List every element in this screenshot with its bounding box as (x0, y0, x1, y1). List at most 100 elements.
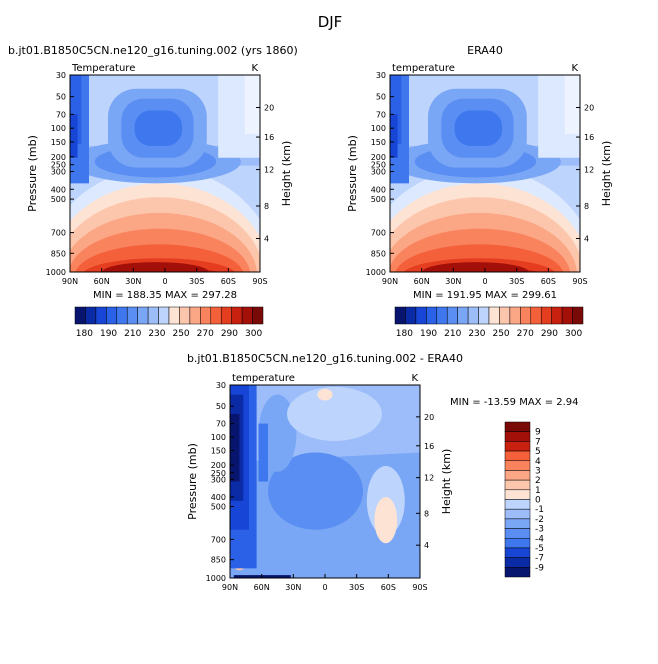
y-tick-label: 400 (51, 185, 66, 194)
y-tick-label: 150 (51, 138, 66, 147)
colorbar-label: 180 (396, 329, 413, 339)
y-tick-label: 150 (211, 447, 226, 456)
colorbar-label: -1 (535, 505, 544, 515)
height-tick-label: 12 (584, 166, 594, 175)
y-tick-label: 50 (216, 402, 226, 411)
colorbar-swatch (147, 306, 159, 325)
x-tick-label: 30N (125, 277, 141, 286)
colorbar-label: -3 (535, 525, 544, 535)
height-tick-label: 8 (424, 509, 429, 518)
field-label: Temperature (71, 63, 135, 74)
panel-1: b.jt01.B1850C5CN.ne120_g16.tuning.002 (y… (8, 44, 298, 339)
x-tick-label: 60S (381, 583, 396, 592)
y-axis-right-label: Height (km) (440, 449, 453, 515)
x-tick-label: 90N (382, 277, 398, 286)
colorbar-swatch (551, 306, 563, 325)
panel-3: b.jt01.B1850C5CN.ne120_g16.tuning.002 - … (186, 352, 579, 592)
y-tick-label: 400 (211, 493, 226, 502)
height-tick-label: 8 (264, 202, 269, 211)
colorbar-swatch (561, 306, 573, 325)
y-axis-right-label: Height (km) (280, 141, 293, 207)
plots-layer: b.jt01.B1850C5CN.ne120_g16.tuning.002 (y… (8, 44, 613, 592)
y-tick-label: 50 (376, 93, 386, 102)
colorbar-swatch (504, 441, 531, 452)
y-tick-label: 500 (51, 195, 66, 204)
y-tick-label: 300 (51, 168, 66, 177)
colorbar-label: 7 (535, 437, 541, 447)
colorbar-swatch (504, 528, 531, 539)
y-axis-label: Pressure (mb) (26, 135, 39, 212)
height-tick-label: 20 (424, 413, 434, 422)
y-tick-label: 1000 (206, 574, 226, 583)
y-tick-label: 200 (51, 153, 66, 162)
x-tick-label: 60N (414, 277, 430, 286)
colorbar-label: 9 (535, 428, 541, 438)
colorbar-label: 300 (565, 329, 582, 339)
x-tick-label: 60S (541, 277, 556, 286)
colorbar-label: 230 (468, 329, 485, 339)
height-tick-label: 16 (264, 133, 274, 142)
colorbar-label: 190 (420, 329, 437, 339)
colorbar-label: 190 (100, 329, 117, 339)
height-tick-label: 16 (424, 442, 434, 451)
height-tick-label: 8 (584, 202, 589, 211)
field-label: temperature (392, 63, 455, 74)
y-tick-label: 250 (51, 161, 66, 170)
colorbar-swatch (220, 306, 232, 325)
colorbar-swatch (504, 508, 531, 520)
colorbar-swatch (116, 306, 128, 325)
y-tick-label: 100 (51, 124, 66, 133)
y-tick-label: 500 (371, 195, 386, 204)
y-tick-label: 300 (211, 476, 226, 485)
colorbar-swatch (106, 306, 118, 325)
x-tick-label: 90S (252, 277, 267, 286)
stats-label: MIN = 188.35 MAX = 297.28 (93, 290, 237, 301)
y-axis-label: Pressure (mb) (346, 135, 359, 212)
y-tick-label: 850 (211, 556, 226, 565)
colorbar-swatch (394, 306, 406, 325)
y-tick-label: 250 (211, 469, 226, 478)
y-tick-label: 500 (211, 503, 226, 512)
colorbar-label: 230 (148, 329, 165, 339)
colorbar-swatch (200, 306, 212, 325)
colorbar-swatch (467, 306, 479, 325)
x-tick-label: 90N (222, 583, 238, 592)
colorbar-swatch (252, 306, 264, 325)
colorbar: 180 190 210 230 250 270 290 300 (74, 306, 264, 339)
colorbar-swatch (85, 306, 97, 325)
colorbar-swatch (509, 306, 521, 325)
colorbar-swatch (504, 479, 531, 491)
x-tick-label: 60S (221, 277, 236, 286)
x-tick-label: 30S (189, 277, 204, 286)
x-tick-label: 0 (482, 277, 487, 286)
y-tick-label: 100 (211, 433, 226, 442)
height-tick-label: 20 (584, 104, 594, 113)
y-axis-right-label: Height (km) (600, 141, 613, 207)
colorbar-swatch (478, 306, 490, 325)
colorbar-label: 5 (535, 447, 541, 457)
height-tick-label: 4 (584, 235, 589, 244)
colorbar-swatch (210, 306, 222, 325)
colorbar-swatch (504, 421, 531, 432)
colorbar-swatch (95, 306, 107, 325)
colorbar-swatch (405, 306, 417, 325)
x-tick-label: 90S (412, 583, 427, 592)
colorbar-label: 270 (197, 329, 214, 339)
colorbar-label: 250 (172, 329, 189, 339)
colorbar-swatch (504, 431, 531, 442)
y-tick-label: 400 (371, 185, 386, 194)
height-tick-label: 12 (264, 166, 274, 175)
panel-title: b.jt01.B1850C5CN.ne120_g16.tuning.002 (y… (8, 44, 298, 57)
x-tick-label: 60N (94, 277, 110, 286)
colorbar-swatch (504, 518, 531, 529)
y-tick-label: 850 (371, 249, 386, 258)
page-title: DJF (318, 13, 343, 31)
colorbar-label: 1 (535, 486, 541, 496)
colorbar-swatch (499, 306, 511, 325)
colorbar-swatch (189, 306, 201, 325)
colorbar-label: 180 (76, 329, 93, 339)
stats-label: MIN = 191.95 MAX = 299.61 (413, 290, 557, 301)
y-tick-label: 1000 (366, 268, 386, 277)
